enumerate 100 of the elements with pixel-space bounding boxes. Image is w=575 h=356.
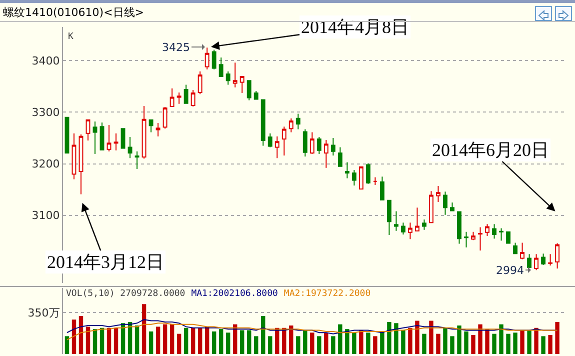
bar [513,332,518,354]
candlestick [471,231,476,241]
candlestick [310,132,314,154]
candlestick [282,126,286,156]
candlestick [162,106,168,130]
candlestick [366,162,370,184]
text: MA2:1973722.2000 [284,289,371,299]
y-tick-label: 3200 [32,158,60,171]
candlestick [414,207,420,232]
candlestick [492,224,496,240]
bar [198,328,202,354]
annotation: 2014年3月12日 [47,252,164,272]
candlestick [170,88,174,108]
candlestick [204,47,210,70]
bar [555,322,560,354]
bar [170,324,174,354]
candlestick [226,70,230,86]
y-tick-label: 3300 [32,106,60,120]
candlestick [429,190,434,224]
candlestick [274,136,280,159]
candlestick [478,226,482,251]
bar [247,330,252,354]
y-tick-label: 350万 [28,306,60,320]
candlestick [100,122,104,151]
candlestick [148,119,154,133]
bar [331,336,336,354]
bar [289,326,294,354]
candlestick [513,242,518,255]
candlestick [128,136,132,159]
candlestick [464,231,468,248]
bar [310,332,314,354]
candlestick [352,169,356,186]
candlestick [64,116,70,154]
bar [408,328,412,354]
bar [366,332,370,354]
bar [548,335,552,354]
bar [527,330,532,354]
bar [415,320,420,354]
candlestick [330,137,336,156]
bar [212,331,216,354]
bar [506,334,510,354]
annotation: 2994 [496,264,524,277]
bar [457,326,462,354]
candlestick [288,118,294,133]
candlestick [240,76,244,94]
annotation: 2014年6月20日 [432,140,549,160]
candlestick [260,99,266,146]
bar [92,329,98,354]
candlestick [372,176,378,186]
annotation: 3425 [162,41,190,54]
bar [478,324,482,354]
candlestick [499,228,504,242]
candlestick [436,185,440,202]
candlestick [534,254,538,271]
bar [134,326,140,354]
bar [261,316,266,354]
candlestick [212,49,216,70]
bar [450,336,454,354]
candlestick [506,231,510,244]
candlestick [338,146,342,167]
bar [226,332,230,354]
bar [268,336,272,354]
bar [190,328,196,354]
candlestick [246,80,252,101]
candlestick [324,140,328,168]
candlestick [400,222,406,235]
candlestick [78,134,84,195]
candlestick [254,90,258,100]
bar [401,330,406,354]
candlestick [218,56,224,78]
bar [443,328,448,354]
y-tick-label: 3100 [32,209,60,222]
bar [218,329,224,354]
bar [184,328,188,354]
bar [254,336,258,354]
candlestick [457,211,462,244]
candlestick [268,132,272,148]
bar [520,330,524,354]
bar [338,324,342,354]
candlestick [485,224,490,237]
bar [436,334,440,354]
bar [64,336,70,354]
bar [499,324,504,354]
candlestick [120,128,126,149]
candlestick [408,222,412,240]
candlestick [548,254,553,266]
bar [485,329,490,354]
bar [324,332,328,354]
annotation: VOL(5,10) 2709728.0000 [66,289,186,299]
bar [156,326,160,354]
candlestick [232,62,238,88]
bar [176,334,182,354]
bar [352,332,356,354]
y-tick-label: 3400 [32,54,60,68]
candlestick [541,253,546,266]
bar [429,320,434,354]
candlestick [520,242,524,260]
candlestick [422,219,426,230]
candlestick [114,132,118,151]
bar [380,331,384,354]
